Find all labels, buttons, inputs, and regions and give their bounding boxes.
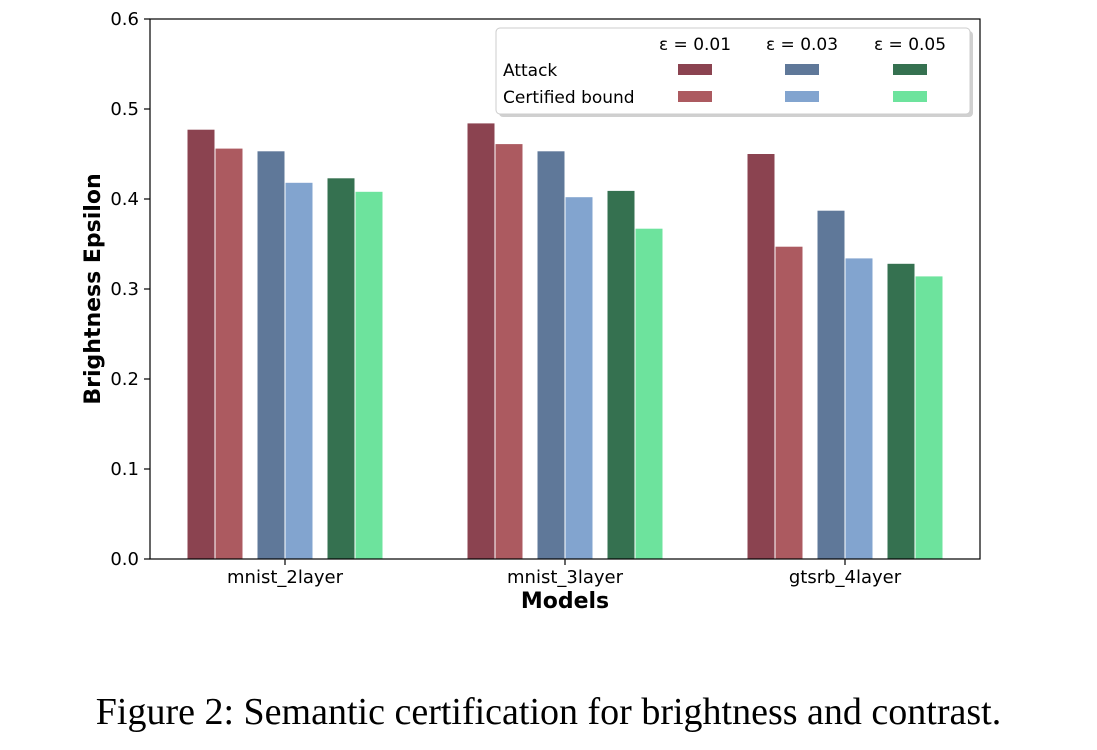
legend: ε = 0.01 ε = 0.03 ε = 0.05 Attack Certified … [495, 27, 973, 117]
bar-mnist_2layer-2 [215, 148, 243, 559]
legend-swatch [785, 91, 819, 102]
bar-mnist_3layer-6 [635, 228, 663, 559]
y-tick-label: 0.1 [110, 459, 139, 480]
legend-column-header: ε = 0.03 [766, 35, 838, 55]
bar-mnist_2layer-6 [355, 191, 383, 560]
bar-mnist_2layer-4 [285, 182, 313, 560]
axes-layer: 0.0 0.1 0.2 0.3 0.4 0.5 0.6 mnist_2layer mnist_3… [81, 9, 981, 614]
x-tick-label: mnist_3layer [507, 567, 624, 588]
bar-mnist_3layer-5 [607, 190, 635, 559]
y-tick-label: 0.5 [110, 99, 139, 120]
bar-gtsrb_4layer-2 [775, 246, 803, 559]
bar-gtsrb_4layer-1 [747, 154, 775, 559]
y-axis-title: Brightness Epsilon [81, 173, 106, 404]
y-tick-label: 0.3 [110, 279, 139, 300]
legend-column-header: ε = 0.01 [659, 35, 731, 55]
legend-box [495, 27, 971, 115]
y-tick-label: 0.6 [110, 9, 139, 30]
bar-mnist_2layer-1 [187, 129, 215, 559]
legend-swatch [678, 91, 712, 102]
bar-gtsrb_4layer-5 [887, 263, 915, 559]
y-tick-label: 0.2 [110, 369, 139, 390]
legend-column-header: ε = 0.05 [874, 35, 946, 55]
bar-mnist_3layer-2 [495, 144, 523, 559]
bar-mnist_2layer-5 [327, 178, 355, 560]
bar-mnist_3layer-1 [467, 123, 495, 560]
legend-row-label: Certified bound [503, 88, 635, 108]
figure-caption: Figure 2: Semantic certification for bri… [95, 691, 1002, 733]
bar-mnist_3layer-4 [565, 197, 593, 559]
y-tick-label: 0.4 [110, 189, 139, 210]
bar-mnist_2layer-3 [257, 151, 285, 560]
bar-gtsrb_4layer-3 [817, 210, 845, 559]
bars-layer [187, 123, 943, 560]
bar-chart: 0.0 0.1 0.2 0.3 0.4 0.5 0.6 mnist_2layer mnist_3… [81, 9, 981, 614]
x-tick-label: mnist_2layer [227, 567, 344, 588]
bar-gtsrb_4layer-4 [845, 258, 873, 559]
bar-mnist_3layer-3 [537, 151, 565, 560]
legend-row-label: Attack [503, 61, 557, 81]
x-axis-title: Models [521, 589, 609, 614]
legend-swatch [678, 64, 712, 75]
legend-swatch [785, 64, 819, 75]
x-tick-label: gtsrb_4layer [789, 567, 902, 588]
legend-swatch [893, 91, 927, 102]
bar-gtsrb_4layer-6 [915, 276, 943, 559]
y-tick-label: 0.0 [110, 549, 139, 570]
legend-swatch [893, 64, 927, 75]
